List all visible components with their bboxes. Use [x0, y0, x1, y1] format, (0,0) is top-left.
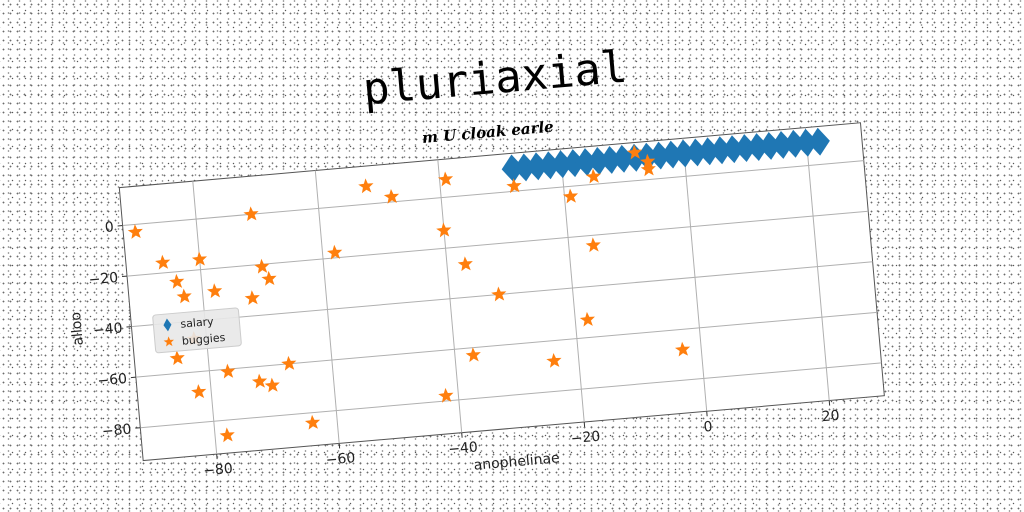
buggies-point: [436, 222, 452, 238]
y-axis-ticks: 0 −20 −40 −60 −80: [88, 219, 141, 441]
buggies-point: [191, 384, 207, 399]
chart-title: pluriaxial: [361, 42, 629, 116]
data-marks: [127, 127, 830, 443]
buggies-point: [626, 144, 643, 160]
y-tick-label: −80: [101, 422, 132, 441]
buggies-point: [219, 427, 235, 443]
buggies-point: [254, 258, 270, 274]
buggies-point: [674, 341, 691, 357]
salary-point: [513, 153, 536, 182]
y-tick-label: −60: [97, 371, 128, 390]
salary-point: [758, 132, 781, 160]
legend-label-salary: salary: [180, 315, 215, 331]
buggies-point: [176, 288, 192, 304]
buggies-point: [261, 270, 277, 286]
salary-point: [771, 130, 794, 159]
salary-point: [501, 154, 524, 183]
buggies-point: [304, 414, 321, 430]
x-tick-label: −40: [448, 439, 479, 458]
salary-point: [795, 128, 818, 157]
salary-point: [697, 137, 720, 166]
salary-point: [673, 139, 696, 168]
x-axis-label: anophelinae: [473, 450, 560, 473]
buggies-point: [327, 244, 343, 260]
salary-point: [734, 134, 757, 163]
y-grid-line: [135, 311, 878, 378]
salary-point: [538, 151, 561, 180]
salary-point: [550, 150, 573, 179]
buggies-point: [127, 224, 143, 239]
legend-box: [152, 307, 242, 354]
buggies-point: [207, 283, 223, 299]
legend-label-buggies: buggies: [181, 331, 226, 348]
buggies-point: [465, 347, 481, 363]
buggies-point: [264, 377, 280, 393]
x-tick-label: 0: [703, 419, 713, 436]
salary-point: [709, 136, 732, 165]
legend-marker-buggies: [163, 336, 174, 347]
x-grid-line: [314, 170, 340, 444]
y-grid-line: [140, 362, 882, 429]
buggies-point: [640, 153, 656, 169]
buggies-point: [457, 256, 473, 272]
x-grid-line: [804, 127, 830, 401]
buggies-point: [358, 178, 374, 194]
salary-point: [783, 129, 806, 158]
grid-lines: [122, 127, 882, 455]
x-tick-label: 20: [821, 408, 840, 425]
salary-point: [587, 147, 610, 175]
buggies-point: [438, 387, 454, 403]
buggies-point: [562, 188, 579, 204]
salary-point: [660, 140, 683, 169]
salary-point: [746, 133, 769, 161]
x-tick-label: −20: [570, 429, 601, 448]
buggies-point: [506, 178, 522, 194]
y-tick-label: −40: [92, 320, 123, 339]
x-tick-label: −60: [325, 450, 356, 469]
chart-subtitle: m U cloak earle: [421, 118, 554, 147]
y-tick-label: −20: [88, 270, 119, 289]
buggies-point: [437, 171, 454, 187]
salary-point: [562, 149, 585, 178]
salary-point: [575, 148, 598, 176]
buggies-point: [169, 350, 185, 366]
buggies-point: [281, 355, 297, 371]
salary-point: [807, 127, 830, 156]
salary-point: [599, 145, 622, 174]
buggies-point: [169, 273, 185, 289]
buggies-point: [244, 290, 260, 306]
y-grid-line: [122, 160, 864, 227]
buggies-point: [251, 373, 268, 389]
x-tick-label: −80: [203, 461, 234, 480]
buggies-point: [491, 286, 507, 302]
y-axis-label: alloo: [68, 311, 87, 346]
buggies-point: [155, 254, 171, 270]
buggies-point: [579, 311, 595, 327]
salary-point: [526, 152, 549, 181]
x-grid-line: [682, 138, 708, 412]
buggies-point: [640, 161, 656, 177]
buggies-point: [220, 363, 236, 379]
buggies-point: [585, 168, 602, 184]
y-grid-line: [126, 210, 869, 277]
x-grid-line: [437, 159, 463, 433]
buggies-point: [546, 352, 562, 368]
y-tick-label: 0: [104, 219, 114, 236]
salary-point: [611, 144, 634, 173]
salary-point: [685, 138, 708, 167]
buggies-point: [243, 206, 259, 222]
buggies-point: [383, 188, 400, 204]
buggies-point: [191, 251, 208, 267]
buggies-point: [585, 237, 601, 253]
x-axis-ticks: −80 −60 −40 −20 0 20: [203, 400, 840, 480]
salary-point: [722, 135, 745, 164]
salary-point: [648, 141, 671, 170]
legend-marker-salary: [163, 318, 172, 332]
